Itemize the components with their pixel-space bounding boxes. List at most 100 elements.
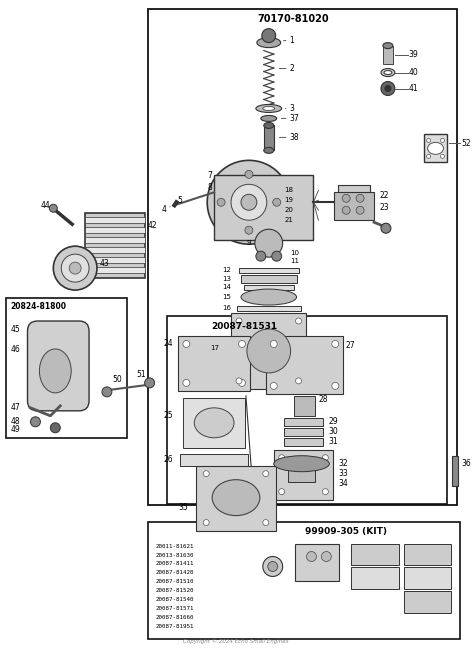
- Circle shape: [203, 471, 209, 477]
- Text: 36: 36: [461, 459, 471, 468]
- Bar: [196, 466, 276, 531]
- Circle shape: [356, 206, 364, 214]
- Circle shape: [427, 138, 430, 142]
- Text: 19: 19: [284, 197, 293, 203]
- Circle shape: [342, 206, 350, 214]
- Circle shape: [217, 199, 225, 206]
- Bar: [183, 398, 245, 448]
- Circle shape: [236, 378, 242, 384]
- Bar: [244, 285, 293, 290]
- Circle shape: [30, 417, 40, 427]
- Bar: [266, 336, 343, 394]
- Text: 20087-81411: 20087-81411: [155, 562, 194, 567]
- Bar: [404, 592, 451, 613]
- Bar: [181, 454, 248, 466]
- Text: 13: 13: [222, 276, 231, 282]
- Text: 25: 25: [164, 411, 173, 421]
- Text: 32: 32: [338, 459, 348, 468]
- Circle shape: [440, 138, 445, 142]
- Text: 52: 52: [461, 139, 471, 148]
- Ellipse shape: [263, 106, 275, 110]
- Circle shape: [332, 383, 339, 389]
- Ellipse shape: [256, 104, 282, 112]
- Text: 22: 22: [380, 191, 390, 200]
- Circle shape: [245, 226, 253, 234]
- Text: 20013-81630: 20013-81630: [155, 552, 194, 558]
- Text: 20824-81800: 20824-81800: [10, 302, 67, 311]
- Text: 21: 21: [285, 217, 293, 223]
- Ellipse shape: [264, 122, 273, 129]
- Circle shape: [322, 488, 328, 494]
- Circle shape: [296, 318, 301, 324]
- Circle shape: [145, 378, 155, 388]
- Text: 99909-305 (KIT): 99909-305 (KIT): [305, 527, 387, 536]
- Circle shape: [255, 229, 283, 257]
- Circle shape: [381, 223, 391, 233]
- Text: 20087-81520: 20087-81520: [155, 588, 194, 594]
- Bar: [85, 237, 145, 243]
- Bar: [424, 135, 447, 163]
- Ellipse shape: [247, 329, 291, 373]
- Text: 39: 39: [409, 50, 419, 59]
- Text: 50: 50: [112, 375, 122, 385]
- Bar: [293, 396, 315, 416]
- Circle shape: [385, 86, 391, 91]
- Text: 37: 37: [290, 114, 300, 123]
- Circle shape: [322, 454, 328, 461]
- Bar: [283, 428, 323, 436]
- Circle shape: [356, 195, 364, 202]
- Bar: [239, 268, 299, 273]
- Text: 42: 42: [147, 221, 157, 230]
- Bar: [404, 567, 451, 590]
- Text: 3: 3: [290, 104, 294, 113]
- Circle shape: [427, 154, 430, 159]
- Text: 38: 38: [290, 133, 299, 142]
- Text: 20087-81540: 20087-81540: [155, 597, 194, 603]
- Text: 33: 33: [338, 470, 348, 478]
- Bar: [231, 313, 307, 389]
- Text: 7: 7: [207, 171, 212, 180]
- Text: 17: 17: [210, 345, 219, 351]
- Text: 2: 2: [290, 64, 294, 73]
- Bar: [178, 336, 250, 391]
- Circle shape: [50, 422, 60, 433]
- Circle shape: [272, 251, 282, 261]
- Text: 8: 8: [207, 183, 212, 192]
- Bar: [334, 192, 374, 220]
- Ellipse shape: [241, 289, 297, 305]
- Text: 14: 14: [222, 284, 231, 290]
- Bar: [288, 464, 315, 482]
- Circle shape: [279, 454, 285, 461]
- Circle shape: [241, 195, 257, 210]
- Text: 40: 40: [409, 68, 419, 77]
- Text: 46: 46: [10, 345, 20, 355]
- Text: 20087-81510: 20087-81510: [155, 579, 194, 584]
- Text: 20087-81420: 20087-81420: [155, 571, 194, 575]
- Ellipse shape: [39, 349, 71, 393]
- Bar: [166, 316, 447, 503]
- Bar: [147, 8, 457, 505]
- Text: 27: 27: [345, 342, 355, 351]
- Text: 70170-81020: 70170-81020: [258, 14, 329, 24]
- Text: 51: 51: [137, 370, 146, 379]
- Bar: [85, 217, 145, 223]
- Text: 43: 43: [100, 259, 109, 268]
- Text: 5: 5: [177, 196, 182, 205]
- Text: 20: 20: [285, 207, 293, 214]
- Circle shape: [307, 552, 317, 562]
- Bar: [453, 456, 458, 486]
- Circle shape: [332, 340, 339, 347]
- Text: 20087-81531: 20087-81531: [211, 321, 277, 330]
- Ellipse shape: [381, 69, 395, 76]
- Circle shape: [263, 556, 283, 577]
- Bar: [338, 185, 370, 207]
- Text: 20087-81951: 20087-81951: [155, 624, 194, 629]
- Bar: [283, 438, 323, 446]
- Text: 12: 12: [222, 267, 231, 273]
- Circle shape: [270, 340, 277, 347]
- Text: 16: 16: [222, 305, 231, 311]
- Bar: [351, 567, 399, 590]
- Circle shape: [238, 379, 246, 387]
- Circle shape: [273, 199, 281, 206]
- Circle shape: [268, 562, 278, 571]
